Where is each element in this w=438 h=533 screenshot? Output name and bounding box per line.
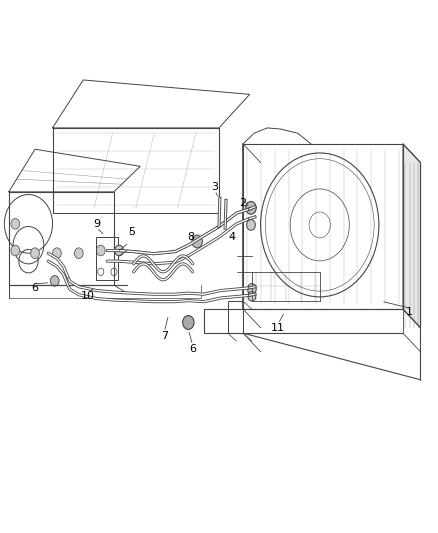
Circle shape xyxy=(248,292,256,301)
Text: 4: 4 xyxy=(229,232,236,242)
Text: 10: 10 xyxy=(81,291,95,301)
Circle shape xyxy=(31,248,39,259)
Circle shape xyxy=(115,245,124,256)
Text: 2: 2 xyxy=(240,198,247,207)
Circle shape xyxy=(96,245,105,256)
Circle shape xyxy=(11,245,20,256)
Text: 8: 8 xyxy=(187,232,194,242)
Text: 3: 3 xyxy=(211,182,218,191)
Circle shape xyxy=(183,316,194,329)
Circle shape xyxy=(74,248,83,259)
Circle shape xyxy=(247,220,255,230)
Circle shape xyxy=(11,219,20,229)
Text: 9: 9 xyxy=(93,219,100,229)
Text: 11: 11 xyxy=(271,323,285,333)
Circle shape xyxy=(50,276,59,286)
Circle shape xyxy=(192,235,202,248)
Bar xyxy=(96,237,118,280)
Text: 5: 5 xyxy=(128,227,135,237)
Circle shape xyxy=(246,201,256,214)
Text: 7: 7 xyxy=(161,331,168,341)
Text: 6: 6 xyxy=(32,283,39,293)
Text: 6: 6 xyxy=(189,344,196,354)
Circle shape xyxy=(53,248,61,259)
Text: 1: 1 xyxy=(406,307,413,317)
Circle shape xyxy=(247,284,256,294)
Polygon shape xyxy=(403,144,420,328)
